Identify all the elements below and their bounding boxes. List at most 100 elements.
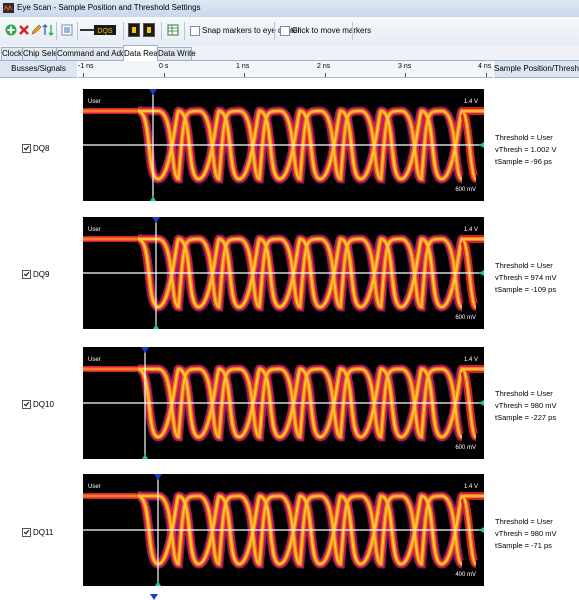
ruler-tick [325, 73, 326, 77]
ruler-tick [164, 73, 165, 77]
time-ruler: -1 ns 0 s 1 ns 2 ns 3 ns 4 ns [78, 61, 493, 78]
ruler-tick [486, 73, 487, 77]
signal-checkbox[interactable] [22, 270, 31, 279]
signal-name: DQ9 [33, 270, 50, 279]
signal-checkbox[interactable] [22, 400, 31, 409]
toolbar-separator [352, 22, 353, 40]
tab-data-write[interactable]: Data Write [157, 47, 196, 60]
sample-info: Threshold = User vThresh = 974 mV tSampl… [495, 260, 557, 296]
eye-plot[interactable]: User 1.4 V 600 mV [83, 347, 484, 459]
signal-name: DQ10 [33, 400, 54, 409]
top-scale-label: 1.4 V [463, 484, 478, 490]
list-button[interactable] [60, 23, 74, 37]
export-button[interactable] [166, 23, 180, 37]
toolbar-separator [184, 22, 185, 40]
threshold-text: Threshold = User [495, 517, 553, 526]
ruler-tick-label: 0 s [159, 63, 169, 70]
tsample-text: tSample = -109 ps [495, 285, 557, 294]
ruler-tick-label: -1 ns [78, 63, 94, 70]
ruler-tick-label: 4 ns [478, 63, 492, 70]
marker-icon [128, 23, 140, 37]
tsample-text: tSample = -227 ps [495, 413, 557, 422]
threshold-text: Threshold = User [495, 389, 553, 398]
ruler-tick [244, 73, 245, 77]
signal-row-dq11: DQ11 User 1.4 V 400 mV Threshold = User … [0, 470, 579, 598]
eye-diagram [83, 217, 484, 329]
tsample-text: tSample = -96 ps [495, 157, 552, 166]
toolbar-separator [161, 22, 162, 40]
top-scale-label: 1.4 V [463, 99, 478, 105]
tab-data-read[interactable]: Data Read [123, 45, 162, 61]
bottom-scale-label: 600 mV [455, 445, 476, 451]
tab-bar: Clock Chip Select Command and Address Da… [0, 45, 579, 61]
tab-chip-select[interactable]: Chip Select [22, 47, 64, 60]
signal-name: DQ8 [33, 144, 50, 153]
pencil-icon [31, 24, 42, 35]
ruler-tick [83, 73, 84, 77]
list-icon [61, 24, 73, 36]
tab-command-and-address[interactable]: Command and Address [56, 47, 141, 60]
ruler-tick-label: 1 ns [236, 63, 250, 70]
busses-signals-header[interactable]: Busses/Signals [0, 61, 77, 78]
tsample-text: tSample = -71 ps [495, 541, 552, 550]
tab-clock[interactable]: Clock [1, 47, 23, 60]
signal-checkbox[interactable] [22, 144, 31, 153]
signal-checkbox[interactable] [22, 528, 31, 537]
chip-icon: DQS [80, 25, 116, 35]
eye-plot[interactable]: User 1.4 V 600 mV [83, 217, 484, 329]
chip-label: DQS [97, 28, 113, 35]
eye-plot[interactable]: User 1.4 V 600 mV [83, 89, 484, 201]
vthresh-text: vThresh = 980 mV [495, 401, 557, 410]
bottom-scale-label: 600 mV [455, 187, 476, 193]
spreadsheet-icon [167, 24, 179, 36]
top-scale-label: 1.4 V [463, 357, 478, 363]
snap-markers-checkbox[interactable] [190, 26, 200, 36]
snap-markers-label: Snap markers to eye center [202, 26, 301, 35]
toolbar-separator [274, 22, 275, 40]
bottom-scale-label: 400 mV [455, 572, 476, 578]
marker-left-button[interactable] [127, 23, 141, 37]
chip-view-button[interactable]: DQS [80, 23, 118, 37]
sort-button[interactable] [41, 23, 55, 37]
signal-label[interactable]: DQ10 [22, 400, 82, 409]
marker-icon [143, 23, 155, 37]
bottom-scale-label: 600 mV [455, 315, 476, 321]
time-cursor-marker[interactable] [150, 594, 158, 600]
eye-plot[interactable]: User 1.4 V 400 mV [83, 474, 484, 586]
eye-diagram [83, 89, 484, 201]
threshold-text: Threshold = User [495, 261, 553, 270]
signal-label[interactable]: DQ11 [22, 528, 82, 537]
toolbar-separator [123, 22, 124, 40]
sample-position-header[interactable]: Sample Position/Threshold [494, 61, 579, 78]
signal-label[interactable]: DQ9 [22, 270, 82, 279]
vthresh-text: vThresh = 1.002 V [495, 145, 557, 154]
signal-row-dq10: DQ10 User 1.4 V 600 mV Threshold = User … [0, 342, 579, 470]
window-title: Eye Scan - Sample Position and Threshold… [17, 3, 201, 12]
toolbar: DQS Snap markers to eye center Click to … [0, 17, 579, 46]
sort-icon [42, 24, 54, 36]
toolbar-separator [77, 22, 78, 40]
delete-button[interactable] [17, 23, 31, 37]
eye-diagram [83, 347, 484, 459]
edit-button[interactable] [29, 23, 43, 37]
vthresh-text: vThresh = 974 mV [495, 273, 557, 282]
signal-row-dq8: DQ8 User 1.4 V 600 mV Threshold = User v… [0, 82, 579, 210]
click-to-move-checkbox[interactable] [280, 26, 290, 36]
vthresh-text: vThresh = 980 mV [495, 529, 557, 538]
signal-label[interactable]: DQ8 [22, 144, 82, 153]
threshold-user-tag: User [88, 227, 101, 233]
marker-right-button[interactable] [142, 23, 156, 37]
threshold-user-tag: User [88, 357, 101, 363]
close-icon [19, 25, 29, 35]
ruler-tick-label: 3 ns [398, 63, 412, 70]
sample-info: Threshold = User vThresh = 980 mV tSampl… [495, 516, 557, 552]
title-bar: Eye Scan - Sample Position and Threshold… [0, 0, 579, 18]
eye-diagram [83, 474, 484, 586]
toolbar-separator [56, 22, 57, 40]
threshold-user-tag: User [88, 484, 101, 490]
add-button[interactable] [4, 23, 18, 37]
top-scale-label: 1.4 V [463, 227, 478, 233]
ruler-tick-label: 2 ns [317, 63, 331, 70]
click-to-move-label: Click to move markers [292, 26, 372, 35]
threshold-text: Threshold = User [495, 133, 553, 142]
